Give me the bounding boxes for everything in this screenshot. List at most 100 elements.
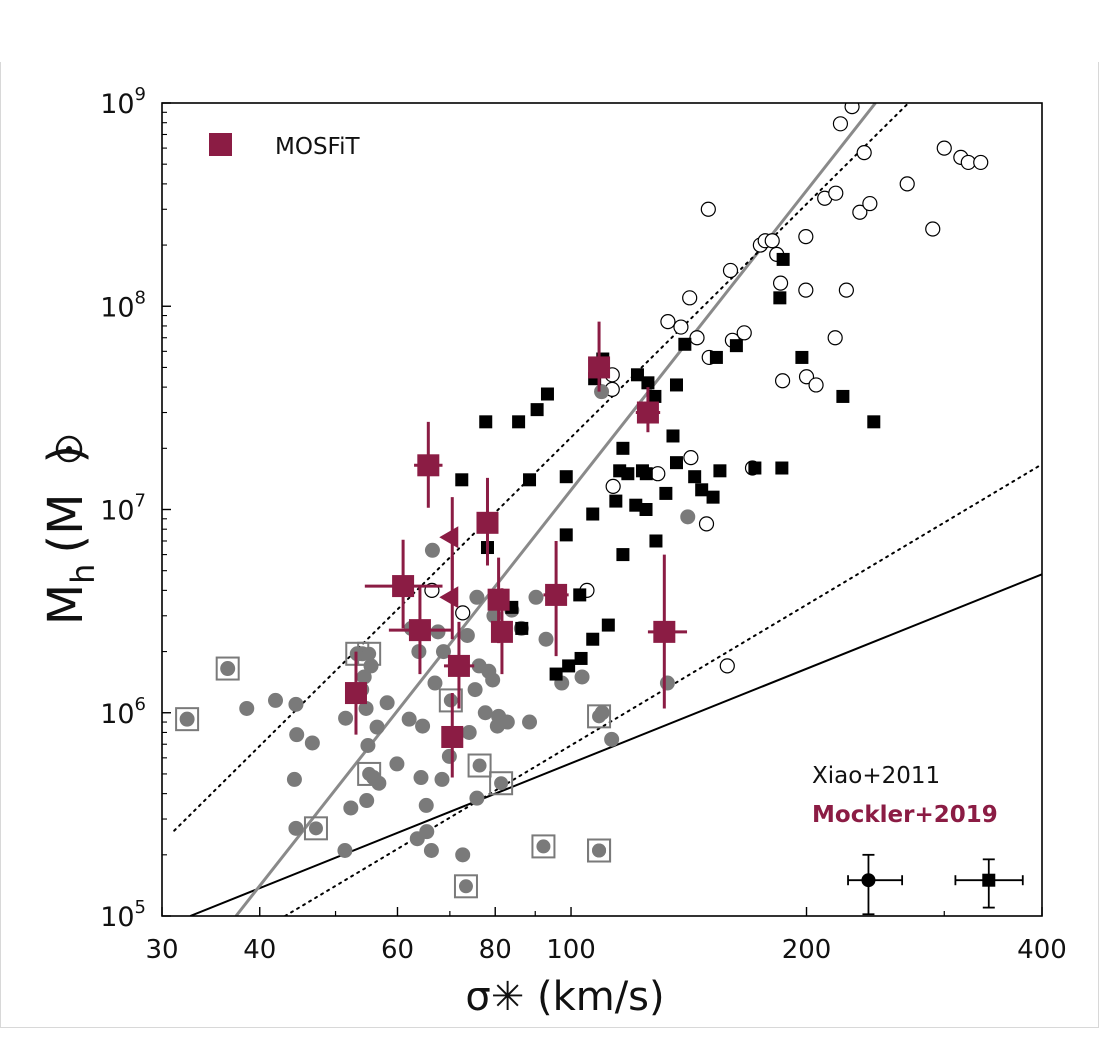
gray-circle-point xyxy=(289,727,305,743)
open-circle-point xyxy=(698,516,715,532)
mosfit-square-point xyxy=(545,583,568,606)
gray-circle-point xyxy=(343,800,359,816)
black-square-point xyxy=(773,291,787,305)
gray-boxed-circle-point xyxy=(308,821,323,836)
gray-box-marker xyxy=(357,641,382,666)
gray-box-marker xyxy=(303,816,328,841)
gray-circle-point xyxy=(415,718,431,734)
black-square-point xyxy=(616,441,630,455)
gray-circle-point xyxy=(459,627,475,643)
gray-circle-point xyxy=(477,705,493,721)
y-tick-label: 109 xyxy=(100,84,146,120)
gray-circle-point xyxy=(359,793,375,809)
black-square-point xyxy=(616,548,630,562)
black-square-point xyxy=(586,507,600,521)
gray-box-marker xyxy=(357,761,382,786)
open-circle-point xyxy=(774,373,791,389)
gray-circle-point xyxy=(427,675,443,691)
gray-circle-point xyxy=(288,820,304,836)
gray-circle-point xyxy=(424,542,440,558)
open-circle-point xyxy=(660,314,676,330)
gray-circle-point xyxy=(358,700,374,716)
black-square-point xyxy=(609,494,623,508)
gray-circle-point xyxy=(401,711,417,727)
open-circle-point xyxy=(899,176,915,192)
gray-boxed-circle-point xyxy=(458,879,473,894)
black-square-point xyxy=(621,467,635,481)
x-tick-label: 60 xyxy=(381,935,414,965)
x-tick-label: 30 xyxy=(145,935,178,965)
gray-box-marker xyxy=(531,834,556,859)
black-square-point xyxy=(559,470,573,484)
gray-circle-point xyxy=(239,700,255,716)
gray-circle-point xyxy=(434,771,450,787)
mosfit-square-point xyxy=(441,725,464,748)
black-square-point xyxy=(706,490,720,504)
gray-circle-point xyxy=(337,843,353,859)
gray-box-marker xyxy=(175,707,200,732)
gray-boxed-circle-point xyxy=(362,766,377,781)
y-axis-label-sub: h xyxy=(64,564,102,584)
black-square-point xyxy=(573,588,587,602)
open-circle-point xyxy=(798,369,815,385)
gray-circle-point xyxy=(467,682,483,698)
open-circle-point xyxy=(844,103,860,115)
gray-circle-point xyxy=(419,824,435,840)
gray-circle-point xyxy=(379,695,395,711)
mosfit-square-point xyxy=(392,575,415,598)
gray-circle-point xyxy=(363,658,379,674)
gray-circle-point xyxy=(528,589,544,605)
open-circle-point xyxy=(764,233,780,249)
gray-box-marker xyxy=(467,753,492,778)
gray-circle-point xyxy=(286,771,302,787)
gray-boxed-circle-point xyxy=(494,776,509,791)
mosfit-square-point xyxy=(417,454,440,477)
annotation-xiao: Xiao+2011 xyxy=(812,763,940,789)
open-circle-point xyxy=(689,330,705,346)
black-square-point xyxy=(549,667,563,681)
gray-boxed-circle-point xyxy=(362,646,377,661)
x-tick-label: 40 xyxy=(243,935,276,965)
black-square-point xyxy=(530,403,544,417)
annotation-mockler: Mockler+2019 xyxy=(812,802,998,828)
mosfit-triangle-point xyxy=(439,586,459,609)
gray-circle-point xyxy=(304,735,320,751)
black-square-point xyxy=(713,464,727,478)
black-square-point xyxy=(512,415,526,429)
black-square-point xyxy=(649,534,663,548)
sun-symbol-icon xyxy=(55,435,83,463)
open-circle-point xyxy=(682,290,698,306)
gray-circle-point xyxy=(369,719,385,735)
mosfit-square-point xyxy=(487,588,510,611)
open-circle-point xyxy=(605,478,621,494)
x-tick-label: 100 xyxy=(546,935,596,965)
y-axis-label: Mh(M) xyxy=(38,435,102,625)
open-circle-point xyxy=(856,145,872,161)
legend-label-mosfit: MOSFiT xyxy=(275,134,360,160)
black-square-point xyxy=(695,483,709,497)
data-points xyxy=(175,103,1024,916)
black-square-point xyxy=(601,618,615,632)
black-square-point xyxy=(630,368,644,382)
figure-frame xyxy=(0,62,1099,1028)
mosfit-square-point xyxy=(408,619,431,642)
black-square-point xyxy=(479,415,493,429)
open-circle-point xyxy=(838,282,854,298)
legend-marker-mosfit xyxy=(209,133,232,156)
gray-boxed-circle-point xyxy=(220,661,235,676)
gray-circle-point xyxy=(418,797,434,813)
black-square-point xyxy=(562,659,576,673)
black-square-point xyxy=(709,350,723,364)
gray-circle-point xyxy=(538,631,554,647)
y-tick-label: 107 xyxy=(100,491,146,527)
open-circle-point xyxy=(862,195,878,212)
gray-circle-point xyxy=(461,724,477,740)
black-square-point xyxy=(678,337,692,351)
reference-square-marker xyxy=(982,873,996,887)
gray-circle-point xyxy=(268,692,284,708)
gray-circle-point xyxy=(522,714,538,730)
black-square-point xyxy=(775,461,789,475)
open-circle-point xyxy=(852,204,868,220)
open-circle-point xyxy=(455,605,471,621)
y-tick-label: 105 xyxy=(100,897,146,933)
